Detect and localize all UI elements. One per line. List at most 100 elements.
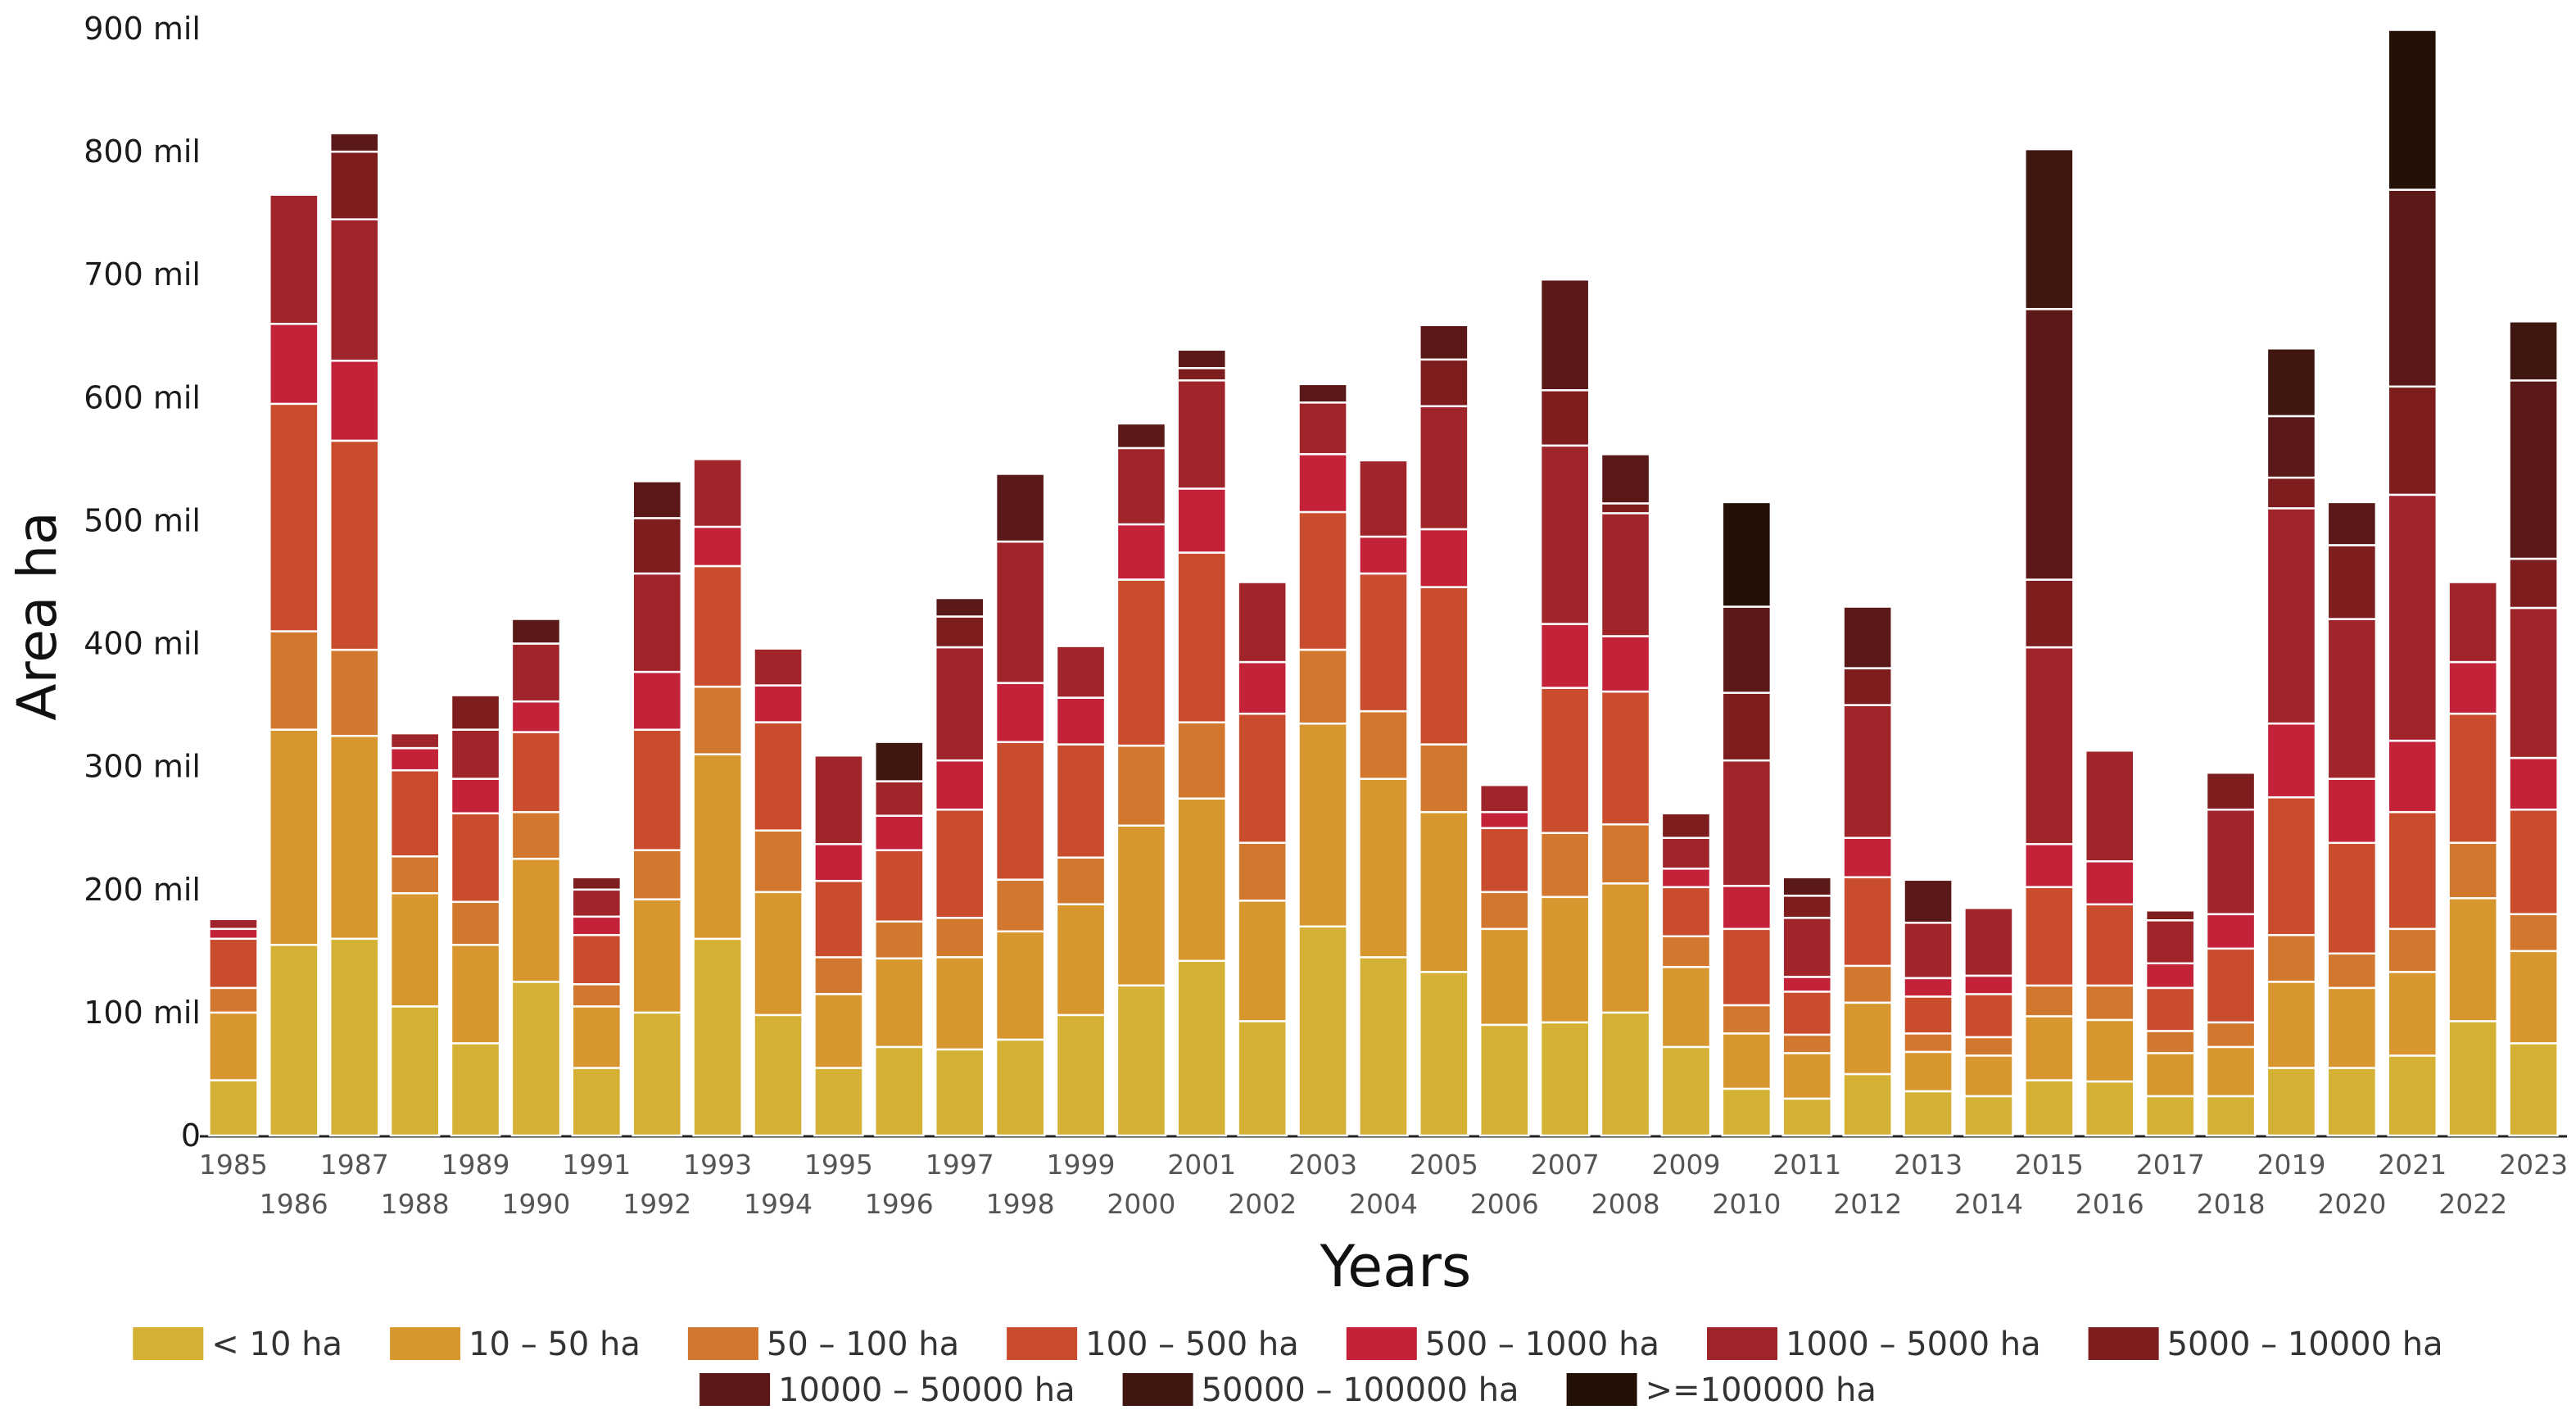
- legend-label: 50 – 100 ha: [767, 1326, 959, 1363]
- bar-1991-series-2: [571, 983, 622, 1008]
- bar-2019-series-5: [2266, 507, 2317, 725]
- bar-2003-series-2: [1297, 648, 1348, 725]
- bar-2010-series-7: [1721, 605, 1772, 694]
- bar-1998-series-4: [994, 682, 1046, 743]
- bar-2023-series-1: [2508, 950, 2559, 1045]
- bar-1987-series-3: [328, 439, 380, 651]
- bar-2015-series-7: [2024, 308, 2075, 581]
- bar-2009-series-5: [1660, 836, 1712, 870]
- bar-1988-series-4: [389, 746, 441, 772]
- bar-1989-series-1: [450, 944, 501, 1045]
- bar-2021-series-0: [2387, 1054, 2438, 1137]
- bar-1993-series-0: [692, 937, 743, 1137]
- bar-1994-series-0: [753, 1013, 804, 1137]
- bar-1989-series-6: [450, 694, 501, 731]
- legend-label: 10000 – 50000 ha: [778, 1371, 1075, 1409]
- bar-1987-series-5: [328, 218, 380, 362]
- x-tick-label: 1992: [622, 1188, 691, 1220]
- bar-1989-series-0: [450, 1042, 501, 1137]
- bar-1993-series-2: [692, 685, 743, 755]
- bar-1991-series-0: [571, 1067, 622, 1137]
- bar-2008-series-4: [1600, 635, 1651, 693]
- y-tick-label: 300 mil: [84, 749, 201, 785]
- legend-label: 10 – 50 ha: [469, 1326, 641, 1363]
- legend-label: 1000 – 5000 ha: [1786, 1326, 2041, 1363]
- bar-1990-series-4: [510, 700, 562, 733]
- bar-1994-series-5: [753, 647, 804, 687]
- bar-2001-series-6: [1176, 367, 1228, 382]
- bar-2021-series-3: [2387, 810, 2438, 931]
- bar-1986-series-0: [269, 944, 319, 1137]
- bar-2019-series-1: [2266, 981, 2317, 1069]
- x-tick-label: 1994: [744, 1188, 813, 1220]
- bar-2023-series-2: [2508, 913, 2559, 953]
- bar-1995-series-4: [813, 842, 864, 882]
- bar-2013-series-5: [1903, 922, 1954, 980]
- bar-2023-series-4: [2508, 756, 2559, 811]
- bar-2021-series-7: [2387, 188, 2438, 388]
- bar-2019-series-4: [2266, 722, 2317, 799]
- bar-2019-series-8: [2266, 347, 2317, 418]
- bar-2017-series-1: [2144, 1052, 2196, 1098]
- bar-1989-series-2: [450, 900, 501, 946]
- bar-1991-series-5: [571, 888, 622, 918]
- bar-2002-series-4: [1237, 660, 1288, 715]
- bar-2004-series-0: [1358, 956, 1409, 1137]
- bar-1998-series-5: [994, 540, 1046, 684]
- x-tick-label: 2018: [2197, 1188, 2266, 1220]
- bar-2003-series-3: [1297, 510, 1348, 651]
- bar-2006-series-2: [1478, 891, 1530, 931]
- bar-2001-series-5: [1176, 379, 1228, 490]
- bar-2018-series-4: [2205, 913, 2257, 950]
- bar-2004-series-1: [1358, 777, 1409, 959]
- bar-2001-series-3: [1176, 551, 1228, 723]
- x-tick-label: 1993: [683, 1149, 752, 1181]
- y-tick-label: 600 mil: [84, 379, 201, 415]
- bar-1994-series-4: [753, 684, 804, 723]
- x-tick-label: 1991: [562, 1149, 631, 1181]
- bar-1996-series-4: [874, 814, 925, 851]
- bar-2008-series-5: [1600, 512, 1651, 637]
- x-tick-label: 1996: [865, 1188, 934, 1220]
- x-tick-label: 1988: [381, 1188, 450, 1220]
- bar-1999-series-5: [1055, 645, 1107, 699]
- bar-2020-series-3: [2326, 841, 2378, 955]
- bar-2007-series-4: [1539, 623, 1591, 689]
- bar-1992-series-1: [632, 898, 683, 1014]
- bar-1997-series-0: [934, 1048, 985, 1137]
- bar-1993-series-5: [692, 458, 743, 528]
- bar-2020-series-6: [2326, 544, 2378, 620]
- bar-2005-series-5: [1419, 405, 1469, 531]
- bar-2009-series-2: [1660, 935, 1712, 968]
- bar-2014-series-0: [1963, 1095, 2014, 1137]
- bar-1997-series-4: [934, 759, 985, 811]
- bar-2023-series-6: [2508, 557, 2559, 610]
- bar-2017-series-0: [2144, 1095, 2196, 1137]
- legend-swatch: [133, 1327, 204, 1360]
- bar-2006-series-4: [1478, 810, 1530, 829]
- x-tick-label: 2012: [1833, 1188, 1902, 1220]
- y-tick-label: 0: [181, 1117, 201, 1154]
- bar-1991-series-3: [571, 934, 622, 986]
- bar-2008-series-3: [1600, 690, 1651, 826]
- bar-2016-series-0: [2084, 1080, 2135, 1137]
- bar-1986-series-4: [269, 323, 319, 406]
- bar-2020-series-1: [2326, 986, 2378, 1069]
- bar-2005-series-6: [1419, 358, 1469, 408]
- bar-1988-series-5: [389, 732, 441, 750]
- legend-label: 500 – 1000 ha: [1425, 1326, 1659, 1363]
- bar-1994-series-1: [753, 891, 804, 1017]
- legend-swatch: [699, 1373, 771, 1406]
- bar-2023-series-7: [2508, 379, 2559, 560]
- bar-2016-series-3: [2084, 903, 2135, 987]
- legend-swatch: [1346, 1327, 1417, 1360]
- bar-1998-series-3: [994, 741, 1046, 881]
- x-tick-label: 2019: [2257, 1149, 2326, 1181]
- bar-2005-series-4: [1419, 528, 1469, 588]
- x-tick-label: 1987: [320, 1149, 389, 1181]
- bar-1986-series-1: [269, 728, 319, 946]
- bar-1998-series-0: [994, 1038, 1046, 1137]
- x-tick-label: 2014: [1954, 1188, 2023, 1220]
- legend: < 10 ha 10 – 50 ha 50 – 100 ha 100 – 500 ha…: [133, 1326, 2443, 1409]
- bar-2011-series-6: [1781, 895, 1833, 919]
